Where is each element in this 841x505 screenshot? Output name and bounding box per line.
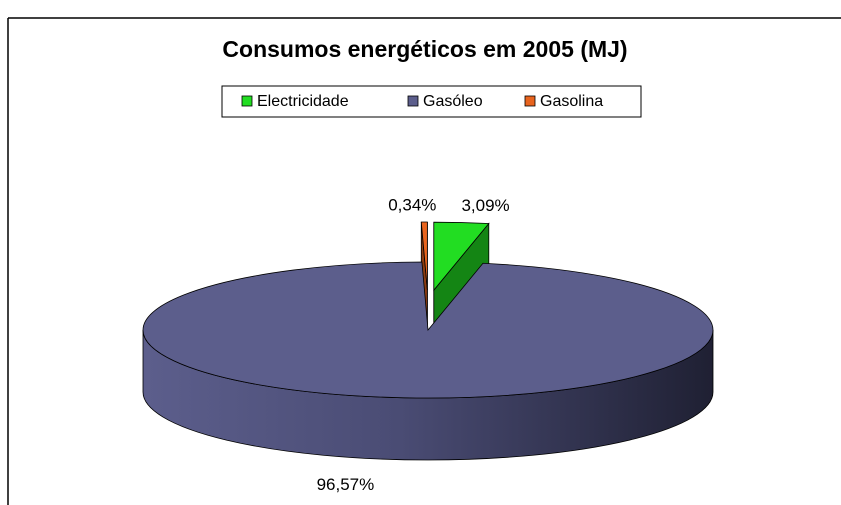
legend-box [221, 85, 642, 118]
legend-label: Gasolina [540, 93, 603, 110]
legend-swatch [241, 95, 253, 107]
data-label: 0,34% [388, 195, 436, 214]
slice [420, 221, 428, 291]
slice [433, 221, 490, 292]
data-label: 3,09% [461, 196, 509, 215]
legend-swatch [524, 95, 536, 107]
legend-label: Gasóleo [423, 93, 483, 110]
legend: Electricidade Gasóleo Gasolina [241, 93, 603, 110]
legend-swatch [407, 95, 419, 107]
data-label: 96,57% [317, 475, 375, 494]
chart-title: Consumos energéticos em 2005 (MJ) [222, 36, 627, 62]
legend-label: Electricidade [257, 93, 349, 110]
pie: 3,09% 96,57% 0,34% [142, 195, 714, 494]
slice [142, 261, 714, 399]
